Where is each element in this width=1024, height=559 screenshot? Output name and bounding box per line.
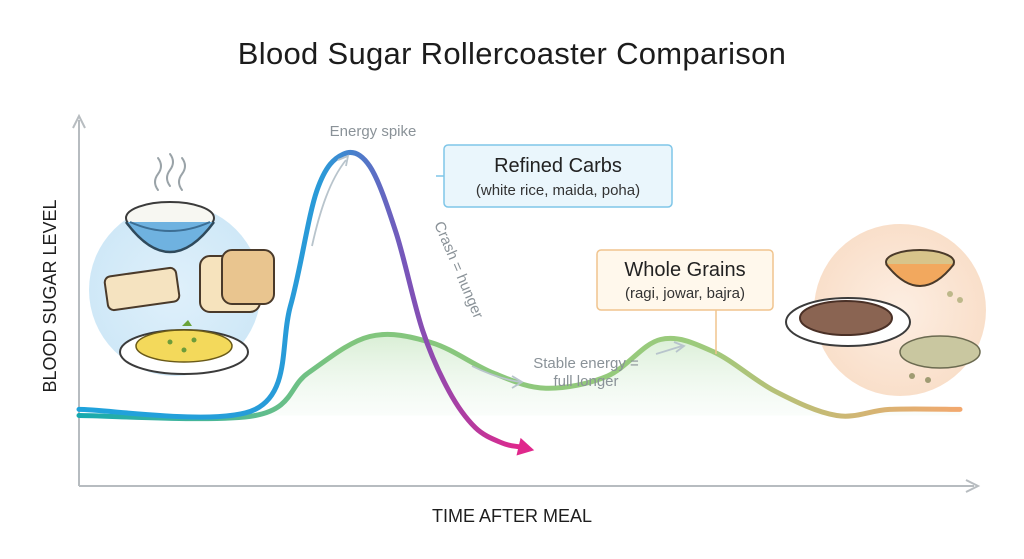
bread-slices-icon — [103, 249, 275, 313]
whole-grains-series-name: Whole Grains — [624, 259, 745, 281]
y-axis — [72, 113, 86, 486]
millet-grains-bowl-icon — [885, 249, 955, 287]
x-axis-label: TIME AFTER MEAL — [432, 506, 592, 526]
energy-spike-annotation: Energy spike — [311, 123, 417, 247]
refined-carbs-series-subtitle: (white rice, maida, poha) — [476, 182, 640, 199]
crash-label: Crash = hunger — [430, 219, 486, 321]
refined-carbs-food-illustration — [89, 153, 275, 376]
refined-carbs-legend-box: Refined Carbs (white rice, maida, poha) — [436, 144, 673, 208]
millet-roti-icon — [785, 297, 911, 347]
whole-grains-food-illustration — [785, 224, 986, 396]
stable-energy-label-line1: Stable energy = — [533, 355, 639, 372]
whole-grains-legend-box: Whole Grains (ragi, jowar, bajra) — [596, 249, 774, 354]
grain-pile-icon — [899, 291, 981, 383]
steam-icon — [154, 153, 186, 191]
crash-arrowhead — [516, 437, 535, 456]
whole-grains-series-line — [76, 331, 963, 422]
stable-energy-label-line2: full longer — [553, 373, 618, 390]
whole-grains-area-fill — [79, 334, 960, 419]
rice-bowl-icon — [124, 201, 216, 254]
x-axis — [79, 479, 981, 493]
poha-plate-icon — [119, 320, 249, 375]
chart-title: Blood Sugar Rollercoaster Comparison — [237, 36, 787, 71]
refined-carbs-series-line — [76, 149, 522, 450]
y-axis-label: BLOOD SUGAR LEVEL — [40, 199, 60, 392]
refined-carbs-series-name: Refined Carbs — [494, 155, 622, 177]
whole-grains-series-subtitle: (ragi, jowar, bajra) — [625, 285, 745, 302]
energy-spike-label: Energy spike — [330, 123, 417, 140]
stable-energy-annotation: Stable energy = full longer — [533, 341, 686, 390]
